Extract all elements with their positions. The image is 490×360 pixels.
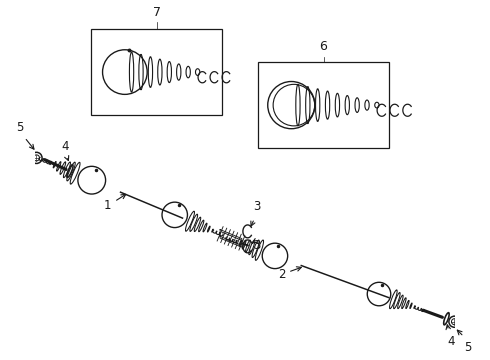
Text: 2: 2 <box>278 267 301 281</box>
Text: 4: 4 <box>61 140 69 153</box>
Text: 1: 1 <box>104 194 126 212</box>
Bar <box>92 29 222 115</box>
Text: 3: 3 <box>253 239 261 252</box>
Bar <box>258 62 389 148</box>
Text: 5: 5 <box>17 121 24 134</box>
Text: 4: 4 <box>447 335 454 348</box>
Text: 6: 6 <box>319 40 327 53</box>
Text: 5: 5 <box>465 341 472 354</box>
Text: 3: 3 <box>253 201 261 213</box>
Text: 7: 7 <box>152 6 161 19</box>
